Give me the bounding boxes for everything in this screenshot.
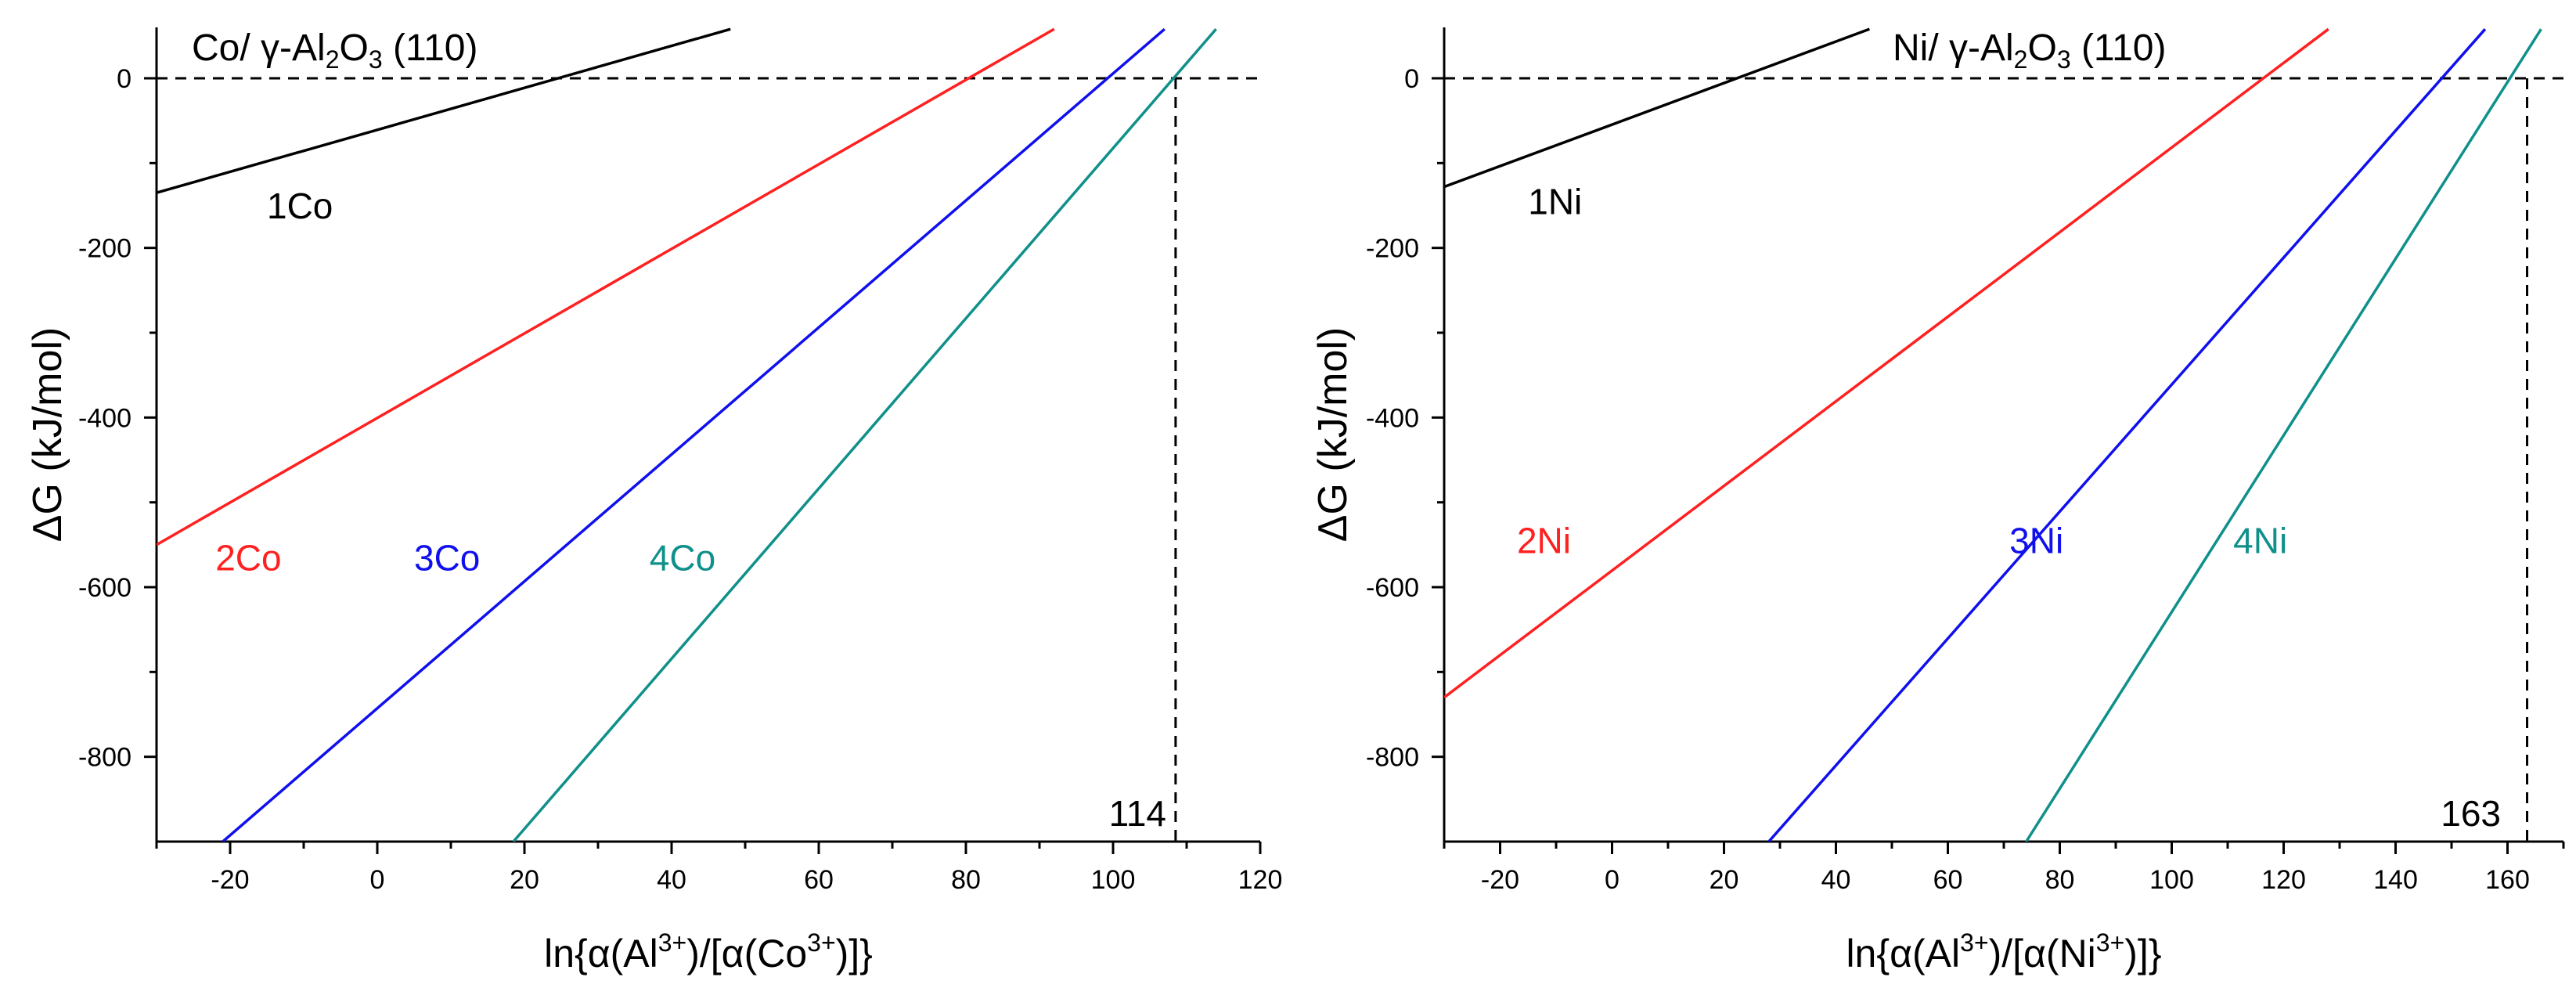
x-tick-label: 0 [370,865,385,895]
y-tick-label: -400 [1366,403,1419,433]
chart-ni-alumina: -20 0 20 40 60 80 100 120 140 1600-200-400-600-80… [1310,27,2565,975]
chart-co-alumina: -20 0 20 40 60 80 100 1200-200-400-600-8001141C… [25,27,1282,975]
x-tick-label: 160 [2485,865,2530,895]
y-axis-label: ΔG (kJ/mol) [25,327,70,543]
chart-title: Ni/ γ-Al2O3 (110) [1893,27,2166,74]
crossing-value-label: 114 [1109,793,1166,834]
x-tick-label: 80 [951,865,981,895]
y-axis-label: ΔG (kJ/mol) [1310,327,1356,543]
y-tick-label: -600 [1366,573,1419,603]
x-tick-label: 80 [2045,865,2075,895]
series-label-4Co: 4Co [650,537,715,578]
x-axis-label: ln{α(Al3+)/[α(Co3+)]} [544,929,873,975]
x-tick-label: 40 [657,865,686,895]
y-tick-label: -400 [78,403,132,433]
series-label-1Co: 1Co [267,186,333,226]
series-line-4Ni [2025,28,2542,842]
series-line-1Ni [1444,27,1871,189]
crossing-value-label: 163 [2441,793,2501,834]
y-tick-label: 0 [117,64,132,94]
y-tick-label: -200 [1366,234,1419,264]
series-lines [1444,27,2542,842]
series-line-3Co [222,27,1166,842]
x-tick-label: 140 [2373,865,2418,895]
x-tick-label: 100 [1091,865,1136,895]
series-line-2Ni [1444,27,2329,699]
x-tick-label: 120 [1238,865,1283,895]
chart-title: Co/ γ-Al2O3 (110) [192,27,477,74]
series-label-4Ni: 4Ni [2233,521,2287,561]
x-tick-label: -20 [211,865,249,895]
y-tick-label: -600 [78,573,132,603]
series-line-3Ni [1767,28,2487,842]
x-tick-label: 120 [2261,865,2306,895]
x-tick-label: 20 [1710,865,1739,895]
series-label-2Ni: 2Ni [1517,521,1571,561]
series-label-1Ni: 1Ni [1528,181,1582,222]
y-tick-label: -800 [1366,743,1419,773]
series-line-1Co [157,27,731,194]
x-tick-label: 60 [804,865,834,895]
x-tick-label: -20 [1481,865,1519,895]
series-line-2Co [157,27,1055,546]
x-tick-label: 40 [1821,865,1851,895]
y-tick-label: -200 [78,234,132,264]
series-label-2Co: 2Co [215,537,281,578]
x-tick-label: 20 [510,865,539,895]
series-label-3Co: 3Co [414,537,480,578]
x-tick-label: 100 [2149,865,2194,895]
y-tick-label: -800 [78,743,132,773]
x-tick-label: 0 [1605,865,1619,895]
series-line-4Co [512,28,1217,842]
series-label-3Ni: 3Ni [2009,521,2063,561]
y-tick-label: 0 [1404,64,1419,94]
x-tick-label: 60 [1933,865,1963,895]
series-lines [157,27,1217,842]
x-axis-label: ln{α(Al3+)/[α(Ni3+)]} [1846,929,2161,975]
